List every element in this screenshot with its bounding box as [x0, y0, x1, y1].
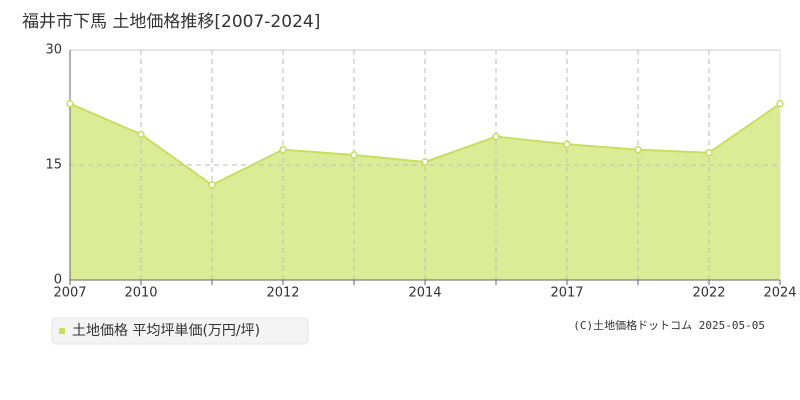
chart-title: 福井市下馬 土地価格推移[2007-2024] — [22, 12, 320, 32]
x-tick-label: 2022 — [692, 286, 725, 301]
point — [563, 140, 571, 149]
point — [66, 99, 74, 108]
x-tick-label: 2014 — [408, 286, 441, 301]
annotation: (C)土地価格ドットコム 2025-05-05 — [573, 318, 765, 332]
x-tick-label: 2017 — [550, 286, 583, 301]
point — [350, 151, 358, 159]
legend-swatch — [59, 328, 65, 334]
point — [208, 181, 216, 189]
point — [279, 145, 287, 154]
point — [492, 132, 500, 141]
y-tick-label: 30 — [45, 43, 62, 58]
area — [70, 103, 780, 281]
y-tick-label: 0 — [54, 273, 62, 288]
point — [137, 130, 145, 139]
legend-box — [51, 317, 309, 345]
y-tick-label: 15 — [45, 158, 62, 173]
x-tick-label: 2007 — [53, 286, 86, 301]
point — [634, 145, 642, 154]
point — [421, 158, 429, 166]
point — [776, 99, 784, 108]
point — [705, 148, 713, 157]
x-tick-label: 2012 — [266, 286, 299, 301]
x-tick-label: 2010 — [124, 286, 157, 301]
legend-label: 土地価格 平均坪単価(万円/坪) — [72, 323, 260, 339]
x-tick-label: 2024 — [763, 286, 796, 301]
